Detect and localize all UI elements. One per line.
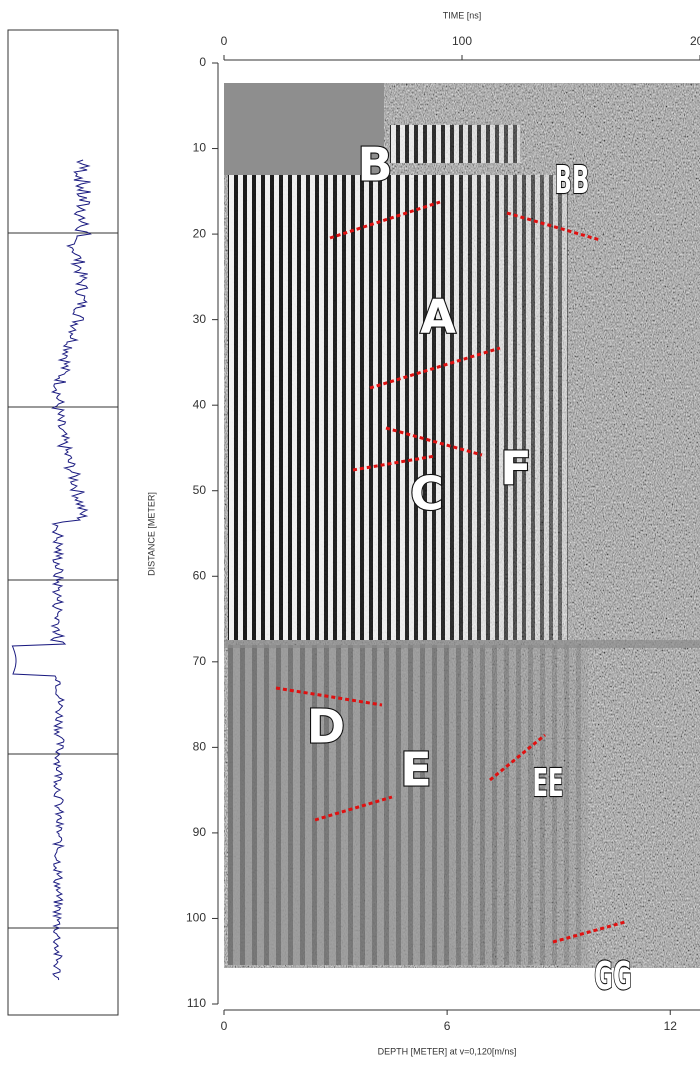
annotation-label: A	[420, 290, 456, 344]
log-panel	[7, 29, 119, 1016]
distance-axis-title: DISTANCE [METER]	[146, 492, 156, 576]
time-tick-label: 200	[690, 34, 700, 48]
axes: TIME [ns] DISTANCE [METER] DEPTH [METER]…	[146, 10, 700, 1056]
distance-tick-label: 0	[199, 55, 206, 69]
annotation-label: F	[500, 442, 531, 496]
distance-tick-label: 90	[193, 825, 207, 839]
distance-tick-label: 60	[193, 568, 207, 582]
distance-tick-label: 110	[187, 996, 206, 1010]
annotation-label: E	[400, 743, 431, 797]
time-tick-label: 100	[452, 34, 472, 48]
log-trace	[11, 159, 92, 981]
depth-axis-title: DEPTH [METER] at v=0,120[m/ns]	[378, 1046, 517, 1056]
depth-tick-label: 12	[664, 1019, 678, 1033]
distance-tick-label: 20	[193, 226, 207, 240]
distance-tick-label: 50	[193, 483, 207, 497]
annotation-label: C	[410, 467, 444, 521]
annotation-label: GG	[594, 955, 631, 999]
annotation-label: B	[357, 138, 392, 192]
distance-tick-label: 10	[193, 141, 207, 155]
radargram	[224, 83, 700, 968]
annotation-label: BB	[555, 159, 590, 203]
time-axis-title: TIME [ns]	[443, 10, 482, 20]
interpretation-lines	[275, 200, 626, 944]
distance-tick-label: 30	[193, 312, 207, 326]
annotation-label: D	[307, 700, 345, 754]
depth-tick-label: 0	[221, 1019, 228, 1033]
annotation-label: EE	[532, 762, 563, 806]
distance-tick-label: 100	[186, 911, 206, 925]
distance-tick-label: 70	[193, 654, 207, 668]
depth-tick-label: 6	[444, 1019, 451, 1033]
time-tick-label: 0	[221, 34, 228, 48]
distance-tick-label: 40	[193, 397, 207, 411]
distance-tick-label: 80	[193, 740, 207, 754]
